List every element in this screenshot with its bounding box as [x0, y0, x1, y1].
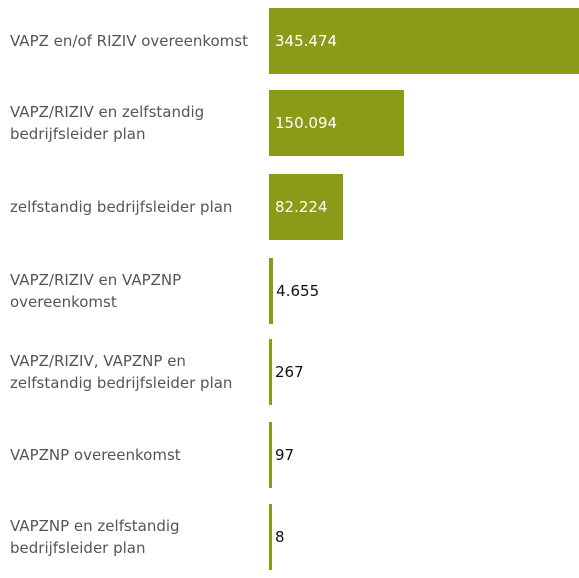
category-label: VAPZNP en zelfstandig bedrijfsleider pla… [10, 517, 180, 557]
category-label: VAPZNP overeenkomst [10, 446, 181, 464]
bar [269, 174, 343, 240]
bar [269, 339, 272, 405]
value-label: 345.474 [275, 32, 338, 50]
bar-row: VAPZ/RIZIV en zelfstandig bedrijfsleider… [0, 82, 579, 164]
bar [269, 504, 272, 570]
category-label: VAPZ/RIZIV en VAPZNP overeenkomst [10, 271, 182, 311]
bar-row: VAPZ/RIZIV en VAPZNP overeenkomst 4.655 [0, 250, 579, 332]
value-label: 97 [275, 446, 295, 464]
bar-row: VAPZNP overeenkomst 97 [0, 414, 579, 496]
value-label: 8 [275, 528, 285, 546]
category-label: VAPZ/RIZIV, VAPZNP en zelfstandig bedrij… [10, 352, 233, 392]
bar [269, 90, 404, 156]
bar [269, 8, 579, 74]
value-label: 150.094 [275, 114, 338, 132]
bar [269, 258, 274, 324]
bar-row: VAPZ en/of RIZIV overeenkomst 345.474 [0, 0, 579, 82]
category-label: VAPZ en/of RIZIV overeenkomst [10, 32, 248, 50]
value-label: 82.224 [275, 198, 328, 216]
category-label: zelfstandig bedrijfsleider plan [10, 198, 233, 216]
bar-row: zelfstandig bedrijfsleider plan 82.224 [0, 166, 579, 248]
bar-row: VAPZ/RIZIV, VAPZNP en zelfstandig bedrij… [0, 331, 579, 413]
bar-row: VAPZNP en zelfstandig bedrijfsleider pla… [0, 496, 579, 578]
bar [269, 422, 272, 488]
category-label: VAPZ/RIZIV en zelfstandig bedrijfsleider… [10, 103, 205, 143]
value-label: 267 [275, 363, 304, 381]
value-label: 4.655 [276, 282, 320, 300]
